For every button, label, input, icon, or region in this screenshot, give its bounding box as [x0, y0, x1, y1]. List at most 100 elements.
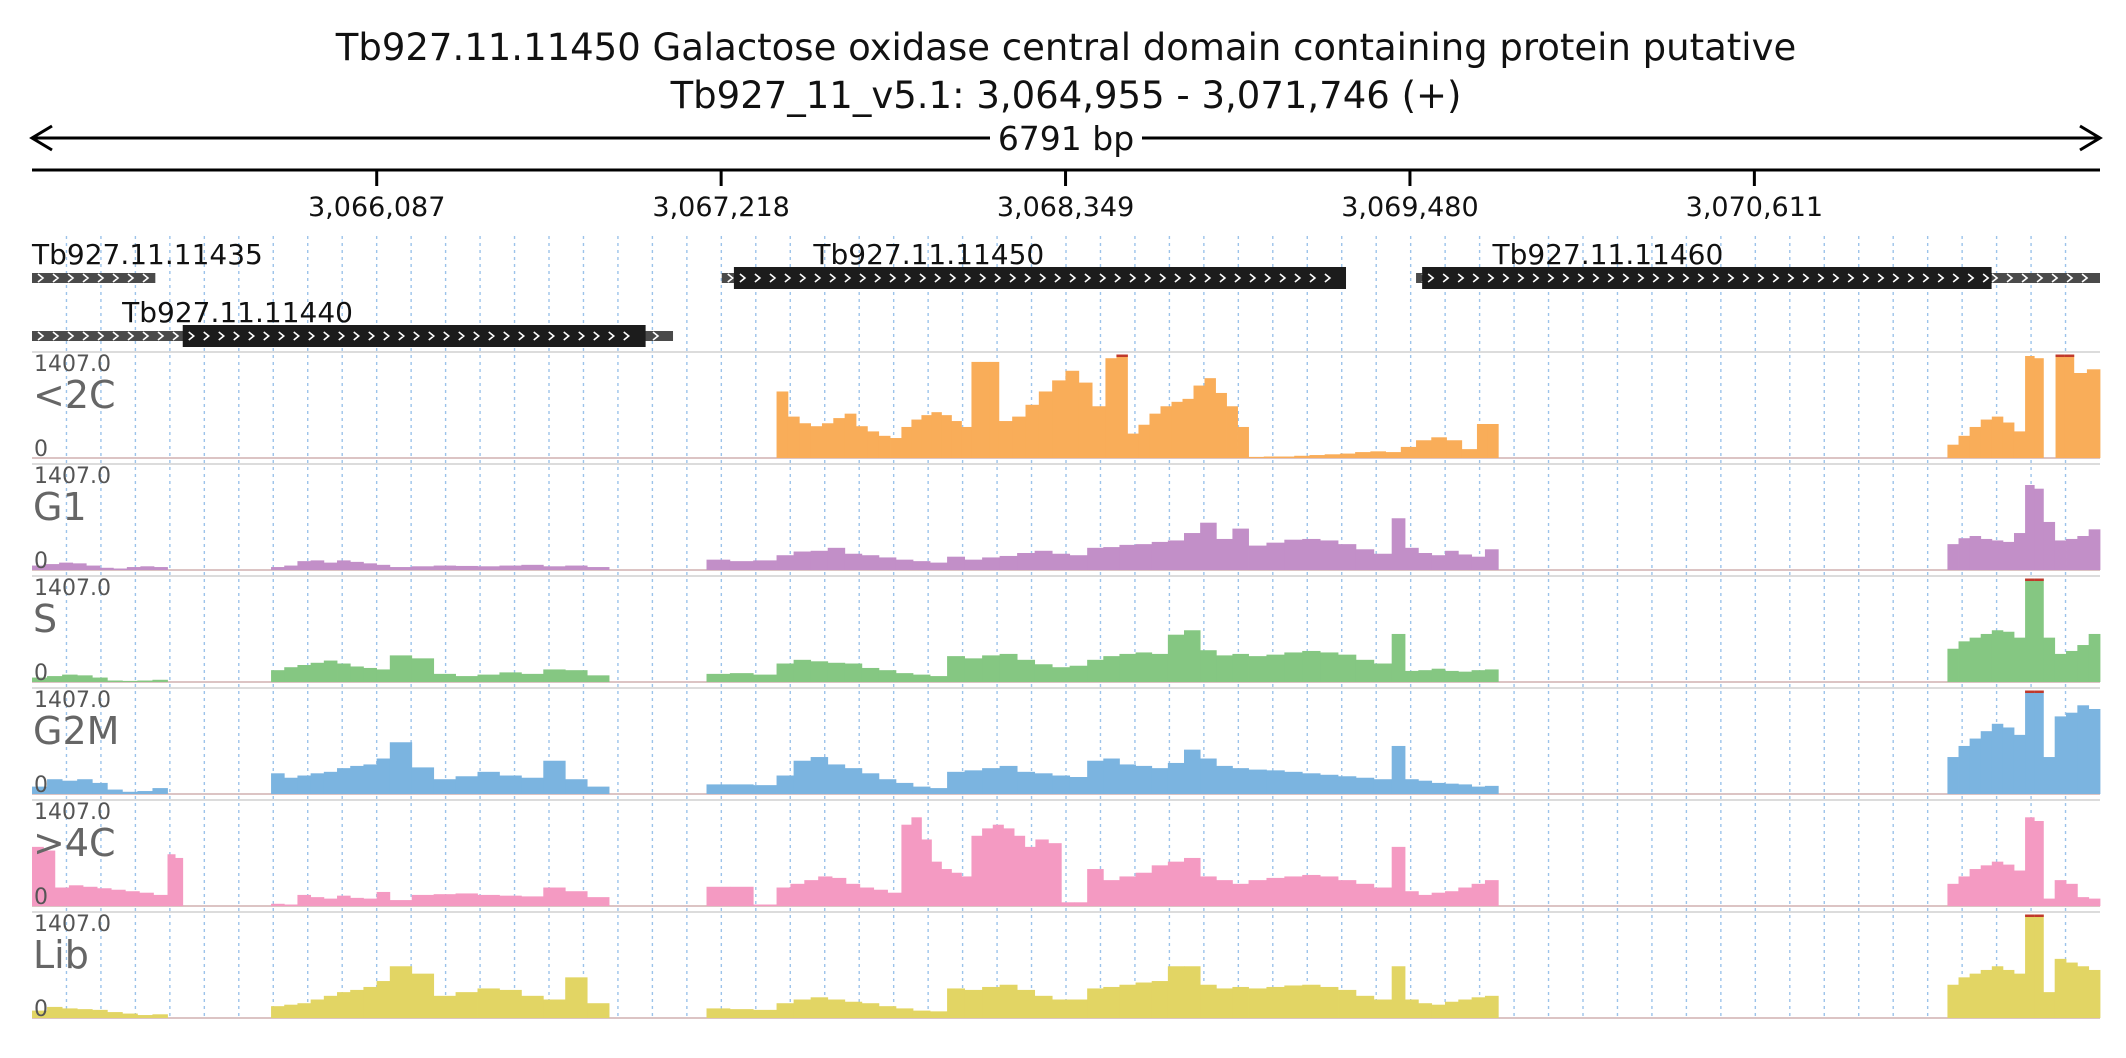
coverage-bar — [521, 673, 544, 682]
coverage-bar — [376, 891, 391, 906]
coverage-bar — [1484, 669, 1499, 682]
coverage-bar — [1116, 354, 1128, 458]
coverage-bar — [1991, 630, 2004, 682]
coverage-bar — [1014, 835, 1026, 906]
coverage-bar — [271, 567, 285, 570]
coverage-bar — [376, 564, 391, 570]
coverage-bar — [2088, 708, 2101, 794]
coverage-bar — [1167, 966, 1185, 1018]
coverage-bar — [1061, 902, 1075, 906]
coverage-bar — [776, 555, 795, 570]
coverage-bar — [1416, 440, 1432, 458]
coverage-bar — [122, 791, 138, 794]
coverage-bar — [873, 889, 888, 906]
coverage-bar — [1127, 433, 1139, 458]
coverage-bar — [1226, 406, 1238, 458]
coverage-bar — [310, 999, 325, 1018]
coverage-bar — [1338, 544, 1357, 570]
coverage-bar — [1135, 872, 1153, 906]
coverage-bar — [1391, 966, 1406, 1018]
coverage-bar — [1078, 382, 1093, 458]
coverage-bar — [1947, 444, 1959, 458]
coverage-bar — [153, 894, 168, 906]
coverage-bar — [1958, 641, 1971, 682]
coverage-bar — [2034, 358, 2044, 458]
coverage-bar — [337, 663, 351, 682]
coverage-bar — [1991, 540, 2004, 570]
coverage-bar — [62, 780, 78, 794]
coverage-bar — [32, 786, 48, 794]
coverage-bar — [433, 894, 456, 906]
coverage-bar — [861, 773, 880, 794]
coverage-bar — [72, 563, 87, 570]
coverage-bar — [1248, 545, 1267, 570]
ruler-tick-label: 3,067,218 — [652, 192, 789, 223]
coverage-bar — [97, 888, 112, 906]
coverage-bar — [2077, 645, 2090, 682]
gene-model: Tb927.11.11440 — [32, 296, 674, 347]
coverage-bar — [411, 767, 435, 794]
coverage-bar — [47, 779, 63, 794]
coverage-bar — [1119, 876, 1136, 906]
coverage-bar — [1484, 785, 1499, 794]
clipped-marker — [2025, 578, 2035, 582]
coverage-bar — [1103, 656, 1120, 682]
coverage-bar — [2034, 690, 2044, 794]
coverage-bar — [1119, 653, 1136, 682]
coverage-bar — [964, 559, 983, 570]
coverage-bar — [376, 669, 391, 682]
coverage-bar — [271, 1006, 285, 1018]
ruler-ticks: 3,066,087 3,067,218 3,068,349 3,069,480 3,07… — [308, 170, 1823, 223]
coverage-bar — [982, 655, 1001, 682]
coverage-bar — [1471, 670, 1486, 682]
coverage-bar — [1003, 828, 1015, 906]
coverage-bar — [1373, 553, 1393, 570]
coverage-bar — [706, 1008, 731, 1018]
coverage-bar — [1980, 419, 1993, 458]
coverage-bar — [706, 673, 731, 682]
coverage-bar — [793, 659, 812, 682]
coverage-bar — [810, 661, 829, 682]
coverage-bar — [1458, 671, 1473, 682]
coverage-bar — [32, 1010, 48, 1018]
track-name: <2C — [33, 373, 116, 417]
coverage-bar — [297, 894, 312, 906]
coverage-bar — [1355, 659, 1375, 682]
gene-label: Tb927.11.11450 — [812, 238, 1044, 271]
coverage-bar — [137, 680, 153, 682]
coverage-bar — [1373, 887, 1393, 906]
coverage-bar — [787, 416, 800, 458]
coverage-bar — [1418, 552, 1433, 570]
coverage-bar — [1279, 456, 1295, 458]
coverage-bar — [1284, 876, 1303, 906]
coverage-bar — [1958, 435, 1971, 458]
coverage-bar — [587, 675, 610, 682]
coverage-bar — [2013, 637, 2026, 682]
coverage-bar — [890, 438, 902, 458]
y-max-label: 1407.0 — [34, 912, 111, 937]
coverage-bar — [62, 674, 78, 682]
coverage-bar — [1320, 540, 1339, 570]
coverage-bar — [895, 559, 914, 570]
coverage-bar — [350, 765, 364, 794]
coverage-bar — [912, 786, 931, 794]
coverage-bar — [1431, 437, 1447, 458]
coverage-bar — [1065, 370, 1080, 458]
coverage-bar — [2066, 712, 2078, 794]
coverage-bar — [2043, 898, 2056, 906]
coverage-bar — [1980, 969, 1993, 1018]
coverage-bar — [2025, 914, 2035, 1018]
coverage-bar — [753, 785, 777, 794]
clipped-marker — [2055, 354, 2066, 358]
coverage-bar — [1980, 731, 1993, 794]
coverage-bar — [947, 988, 965, 1018]
coverage-bar — [565, 977, 588, 1018]
clipped-marker — [2025, 914, 2035, 918]
coverage-bar — [455, 893, 478, 906]
coverage-bar — [844, 553, 863, 570]
coverage-bar — [1320, 876, 1339, 906]
coverage-bar — [433, 673, 456, 682]
coverage-bar — [477, 674, 500, 682]
coverage-bar — [1370, 451, 1386, 458]
coverage-bar — [1969, 535, 1982, 570]
